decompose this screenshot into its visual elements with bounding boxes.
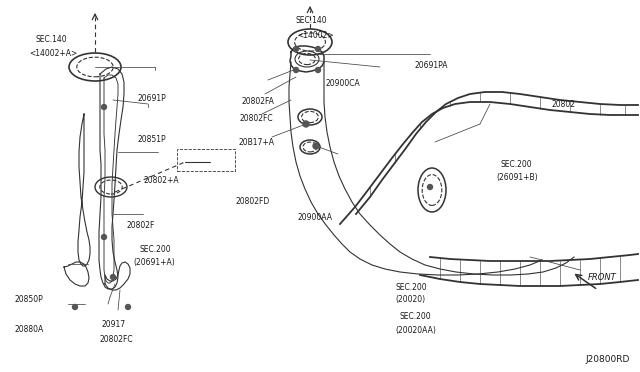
Text: 20691PA: 20691PA	[415, 61, 448, 70]
Circle shape	[72, 305, 77, 310]
Circle shape	[303, 121, 309, 127]
Text: 20802FC: 20802FC	[99, 335, 133, 344]
Text: 20802FC: 20802FC	[240, 114, 274, 123]
Text: 20917: 20917	[101, 320, 125, 329]
Text: (20020AA): (20020AA)	[396, 326, 436, 335]
Circle shape	[111, 275, 115, 279]
Circle shape	[316, 67, 321, 73]
Text: 20802+A: 20802+A	[144, 176, 180, 185]
Text: 20802F: 20802F	[127, 221, 155, 230]
Text: 20900CA: 20900CA	[325, 79, 360, 88]
Text: SEC.200: SEC.200	[396, 283, 427, 292]
Text: <14002>: <14002>	[298, 31, 334, 40]
Circle shape	[294, 46, 298, 51]
Text: (26091+B): (26091+B)	[496, 173, 538, 182]
Text: SEC.200: SEC.200	[400, 312, 431, 321]
Text: SEC.140: SEC.140	[35, 35, 67, 44]
Text: 20802FD: 20802FD	[236, 197, 270, 206]
Circle shape	[102, 234, 106, 240]
Text: <14002+A>: <14002+A>	[29, 49, 77, 58]
Text: 20802FA: 20802FA	[242, 97, 275, 106]
Circle shape	[294, 67, 298, 73]
Circle shape	[125, 305, 131, 310]
Text: SEC.200: SEC.200	[140, 246, 171, 254]
Text: 20850P: 20850P	[14, 295, 43, 304]
Text: SEC.200: SEC.200	[500, 160, 532, 169]
Text: 20B17+A: 20B17+A	[238, 138, 274, 147]
Text: (20691+A): (20691+A)	[133, 258, 175, 267]
Circle shape	[316, 46, 321, 51]
Text: 20802: 20802	[552, 100, 576, 109]
Circle shape	[102, 105, 106, 109]
Text: 20900AA: 20900AA	[298, 213, 333, 222]
Text: J20800RD: J20800RD	[586, 355, 630, 364]
Text: SEC.140: SEC.140	[296, 16, 327, 25]
Text: 20880A: 20880A	[14, 325, 44, 334]
Circle shape	[428, 185, 433, 189]
Text: 20691P: 20691P	[138, 94, 166, 103]
Text: 20851P: 20851P	[138, 135, 166, 144]
Text: (20020): (20020)	[396, 295, 426, 304]
Text: FRONT: FRONT	[588, 273, 616, 282]
Circle shape	[313, 143, 319, 149]
